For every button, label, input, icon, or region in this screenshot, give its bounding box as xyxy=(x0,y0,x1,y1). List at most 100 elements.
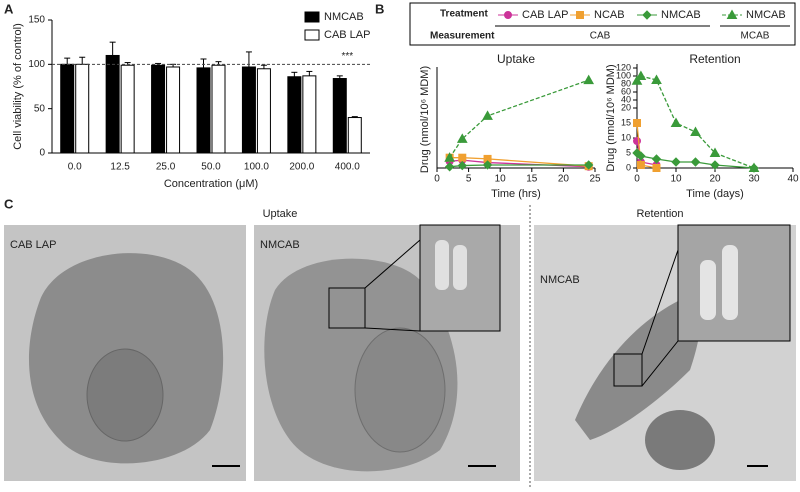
y-tick-label: 15 xyxy=(621,117,631,127)
x-tick-label: 5 xyxy=(466,174,472,185)
series-line xyxy=(449,79,589,159)
marker xyxy=(457,160,467,171)
bar xyxy=(151,64,166,154)
nucleus xyxy=(354,327,446,453)
marker xyxy=(710,160,720,170)
series-line xyxy=(636,75,755,169)
y-tick-label: 0 xyxy=(39,148,45,159)
legend-label: CAB LAP xyxy=(522,9,568,21)
x-tick-label: 20 xyxy=(709,174,721,185)
marker xyxy=(633,119,641,127)
marker xyxy=(636,161,645,169)
image-label: NMCAB xyxy=(540,274,580,286)
cell xyxy=(645,410,715,470)
x-tick-label: 0.0 xyxy=(68,162,82,173)
bar xyxy=(166,66,181,154)
marker xyxy=(444,162,455,172)
panel-label: A xyxy=(4,1,14,16)
inset-line xyxy=(364,239,421,289)
crystal xyxy=(435,240,449,290)
x-tick-label: 30 xyxy=(748,174,760,185)
y-tick-label: 10 xyxy=(621,132,631,142)
chart-title: Retention xyxy=(689,52,740,66)
bar xyxy=(287,76,302,154)
y-axis-label: Drug (nmol/10⁶ MDM) xyxy=(605,64,617,171)
legend-label: CAB LAP xyxy=(324,29,370,41)
series-line xyxy=(449,157,589,167)
y-tick-label: 80 xyxy=(621,78,631,88)
legend-swatch xyxy=(304,29,320,41)
measurement: CAB xyxy=(590,31,611,42)
marker xyxy=(652,164,661,172)
marker xyxy=(482,160,493,170)
panel-title: Retention xyxy=(636,208,683,220)
marker xyxy=(670,117,682,127)
measurement: MCAB xyxy=(741,31,770,42)
x-tick-label: 15 xyxy=(526,174,538,185)
x-tick-label: 40 xyxy=(787,174,799,185)
marker xyxy=(651,154,662,164)
legend-header: Treatment xyxy=(440,9,488,20)
image-label: NMCAB xyxy=(260,239,300,251)
y-tick-label: 60 xyxy=(621,86,631,96)
y-tick-label: 100 xyxy=(616,70,631,80)
inset-box xyxy=(613,353,643,387)
marker xyxy=(690,157,701,167)
marker xyxy=(726,9,738,19)
panel-label: B xyxy=(375,1,384,16)
marker xyxy=(456,133,468,143)
marker xyxy=(504,11,512,19)
bar xyxy=(60,63,75,154)
marker xyxy=(458,153,467,162)
x-tick-label: 20 xyxy=(558,174,570,185)
x-tick-label: 25.0 xyxy=(156,162,176,173)
bar xyxy=(75,63,90,154)
marker xyxy=(642,10,652,20)
panel-label: C xyxy=(4,196,14,211)
x-tick-label: 50.0 xyxy=(201,162,221,173)
x-tick-label: 0 xyxy=(434,174,440,185)
marker xyxy=(635,70,647,80)
x-tick-label: 400.0 xyxy=(335,162,360,173)
marker xyxy=(631,75,643,85)
marker xyxy=(576,11,584,19)
bar xyxy=(120,64,135,154)
marker xyxy=(671,157,681,167)
annotation: *** xyxy=(341,51,353,62)
y-axis-label: Drug (nmol/10⁶ MDM) xyxy=(419,66,431,173)
y-tick-label: 50 xyxy=(34,103,46,114)
marker xyxy=(748,162,760,172)
image-label: CAB LAP xyxy=(10,239,56,251)
bar xyxy=(105,54,120,154)
bar xyxy=(196,67,211,154)
y-tick-label: 0 xyxy=(626,162,631,172)
x-tick-label: 25 xyxy=(589,174,601,185)
marker xyxy=(583,74,595,85)
y-tick-label: 150 xyxy=(28,15,45,26)
bar xyxy=(332,78,347,154)
cell xyxy=(575,300,700,440)
marker xyxy=(444,152,455,162)
x-tick-label: 10 xyxy=(495,174,507,185)
inset-box xyxy=(328,287,366,329)
x-axis-label: Concentration (μM) xyxy=(164,178,258,190)
x-tick-label: 10 xyxy=(670,174,682,185)
bar xyxy=(256,68,271,154)
marker xyxy=(583,160,594,170)
crystal xyxy=(722,245,738,320)
y-tick-label: 100 xyxy=(28,59,45,70)
bar xyxy=(302,75,317,154)
crystal xyxy=(700,260,716,320)
nucleus xyxy=(86,348,164,442)
x-tick-label: 200.0 xyxy=(289,162,314,173)
marker xyxy=(636,151,646,161)
marker xyxy=(709,147,721,157)
legend-label: NMCAB xyxy=(661,9,701,21)
marker xyxy=(651,74,662,84)
x-tick-label: 12.5 xyxy=(110,162,130,173)
crystal xyxy=(453,245,467,290)
x-axis-label: Time (days) xyxy=(686,188,744,200)
y-tick-label: 40 xyxy=(621,94,631,104)
x-axis-label: Time (hrs) xyxy=(491,188,541,200)
